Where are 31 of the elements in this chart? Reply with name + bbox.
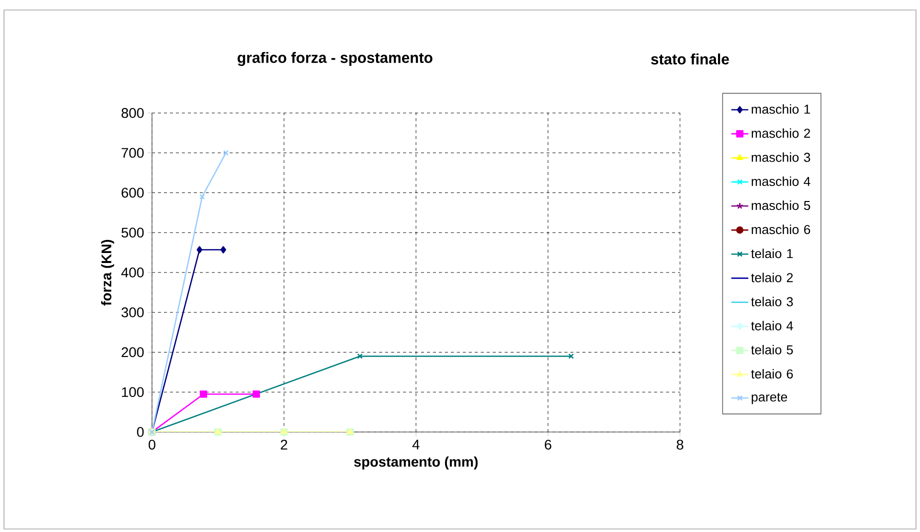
legend-label: telaio 1 (751, 248, 793, 258)
y-tick-label: 300 (121, 307, 144, 318)
y-axis-title: forza (KN) (101, 240, 114, 306)
legend-label: telaio 5 (751, 344, 793, 354)
x-tick-label: 4 (412, 440, 420, 450)
chart-title: grafico forza - spostamento (238, 52, 432, 66)
legend-label: telaio 6 (751, 368, 793, 378)
legend-label: maschio 2 (752, 128, 810, 138)
legend-label: telaio 3 (751, 296, 793, 306)
y-tick-label: 500 (122, 228, 144, 238)
legend-label: maschio 4 (752, 176, 810, 186)
x-tick-label: 8 (676, 440, 684, 450)
x-tick-label: 0 (148, 440, 156, 450)
x-axis-title: spostamento (mm) (354, 456, 478, 470)
x-tick-label: 6 (544, 440, 552, 450)
y-tick-label: 200 (122, 347, 144, 358)
y-tick-label: 400 (121, 268, 144, 278)
legend-label: maschio 1 (752, 104, 810, 114)
legend-label: maschio 5 (752, 200, 810, 210)
legend-label: telaio 4 (751, 320, 794, 330)
legend-label: telaio 2 (751, 272, 793, 282)
y-tick-label: 700 (122, 148, 144, 158)
x-tick-label: 2 (280, 440, 288, 450)
legend-label: maschio 3 (752, 152, 810, 162)
y-tick-label: 600 (122, 188, 144, 198)
y-tick-label: 100 (122, 387, 144, 398)
y-tick-label: 0 (137, 427, 144, 437)
y-tick-label: 800 (122, 108, 144, 118)
legend-label: parete (752, 393, 788, 404)
chart-subtitle: stato finale (651, 54, 729, 64)
legend-label: maschio 6 (752, 224, 810, 234)
